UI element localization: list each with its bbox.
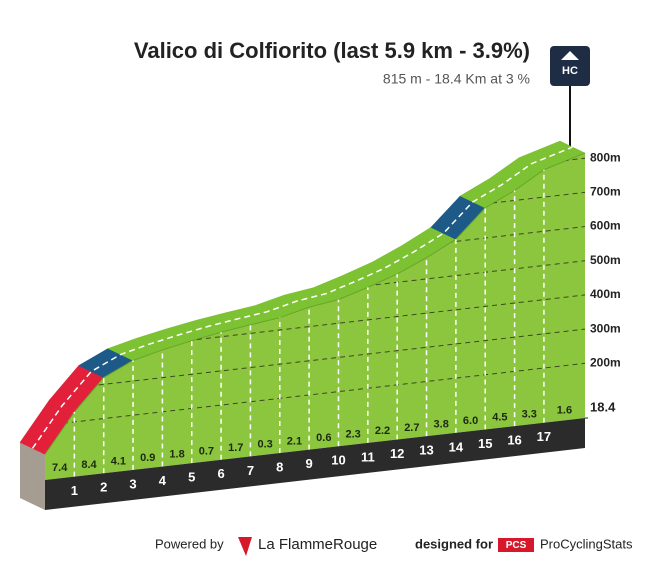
km-label: 14 bbox=[449, 439, 464, 454]
distance-label: 18.4 bbox=[590, 399, 616, 414]
km-label: 15 bbox=[478, 436, 492, 451]
base-band bbox=[45, 418, 585, 510]
km-label: 9 bbox=[306, 456, 313, 471]
front-face bbox=[45, 153, 585, 480]
km-label: 6 bbox=[217, 466, 224, 481]
brand-name: La FlammeRouge bbox=[258, 536, 377, 553]
gradient-label: 1.6 bbox=[557, 404, 572, 416]
chart-subtitle: 815 m - 18.4 Km at 3 % bbox=[383, 71, 530, 87]
gradient-label: 0.7 bbox=[199, 445, 214, 457]
chart-title: Valico di Colfiorito (last 5.9 km - 3.9%… bbox=[134, 38, 530, 63]
gradient-label: 2.7 bbox=[404, 422, 419, 434]
gradient-label: 4.5 bbox=[492, 412, 507, 424]
km-label: 3 bbox=[129, 476, 136, 491]
badge-icon bbox=[561, 51, 579, 60]
designed-for: designed for bbox=[415, 536, 493, 551]
pcs-name: ProCyclingStats bbox=[540, 536, 633, 551]
y-tick-label: 600m bbox=[590, 219, 621, 233]
km-label: 16 bbox=[507, 433, 521, 448]
category-label: HC bbox=[562, 65, 578, 77]
y-tick-label: 700m bbox=[590, 185, 621, 199]
gradient-label: 4.1 bbox=[111, 455, 126, 467]
category-badge bbox=[550, 46, 590, 86]
y-tick-label: 800m bbox=[590, 150, 621, 164]
km-label: 4 bbox=[159, 473, 167, 488]
gradient-label: 2.1 bbox=[287, 435, 302, 447]
km-label: 5 bbox=[188, 470, 195, 485]
gradient-label: 2.2 bbox=[375, 425, 390, 437]
gradient-label: 1.7 bbox=[228, 442, 243, 454]
grid-line bbox=[45, 362, 585, 426]
gradient-label: 0.6 bbox=[316, 432, 331, 444]
km-label: 10 bbox=[331, 453, 345, 468]
km-label: 17 bbox=[537, 429, 551, 444]
km-label: 11 bbox=[361, 449, 375, 464]
side-face bbox=[20, 442, 45, 510]
km-label: 8 bbox=[276, 459, 283, 474]
footer: Powered by La FlammeRouge designed for P… bbox=[155, 536, 633, 556]
gradient-label: 7.4 bbox=[52, 462, 68, 474]
gradient-label: 0.3 bbox=[257, 439, 272, 451]
gradient-label: 0.9 bbox=[140, 452, 155, 464]
km-label: 12 bbox=[390, 446, 404, 461]
pcs-logo-box bbox=[498, 538, 534, 552]
grid-line bbox=[45, 328, 585, 392]
gradient-label: 3.8 bbox=[434, 418, 449, 430]
gradient-label: 1.8 bbox=[169, 449, 184, 461]
km-label: 7 bbox=[247, 463, 254, 478]
km-label: 13 bbox=[419, 443, 433, 458]
y-tick-label: 500m bbox=[590, 253, 621, 267]
brand-icon bbox=[238, 537, 252, 556]
powered-by: Powered by bbox=[155, 536, 224, 551]
y-tick-label: 400m bbox=[590, 287, 621, 301]
pcs-logo: PCS bbox=[506, 540, 527, 551]
strip-centerline bbox=[31, 146, 573, 449]
km-label: 2 bbox=[100, 480, 107, 495]
y-tick-label: 200m bbox=[590, 355, 621, 369]
km-label: 1 bbox=[71, 483, 78, 498]
gradient-label: 2.3 bbox=[346, 429, 361, 441]
y-tick-label: 300m bbox=[590, 321, 621, 335]
gradient-label: 8.4 bbox=[81, 459, 97, 471]
gradient-label: 3.3 bbox=[522, 408, 537, 420]
gradient-label: 6.0 bbox=[463, 415, 478, 427]
